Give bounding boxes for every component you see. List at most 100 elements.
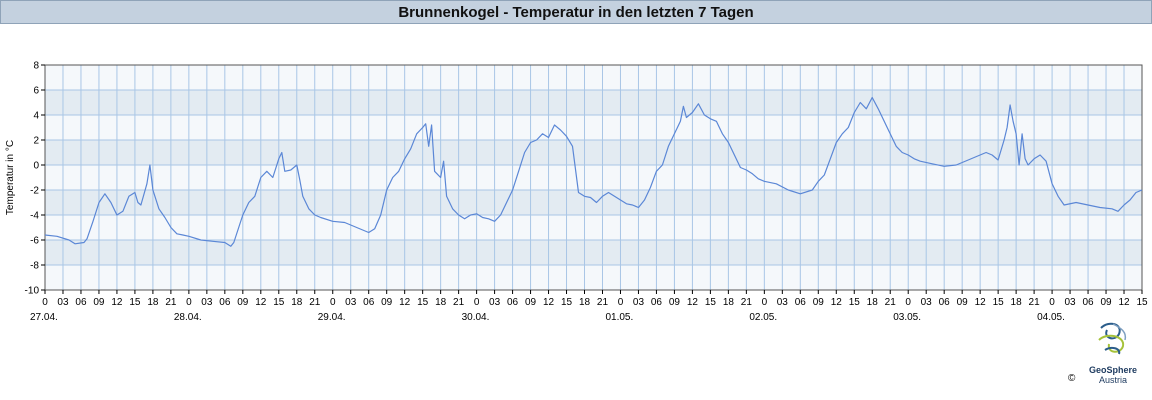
y-tick-label: -2 xyxy=(30,186,39,197)
y-tick-label: 6 xyxy=(33,86,39,97)
y-axis-label: Temperatur in °C xyxy=(5,140,16,215)
day-label: 28.04. xyxy=(174,312,202,323)
x-tick-label: 03 xyxy=(1065,297,1077,308)
x-tick-label: 12 xyxy=(255,297,267,308)
x-tick-label: 15 xyxy=(993,297,1005,308)
x-tick-label: 15 xyxy=(129,297,141,308)
x-tick-label: 12 xyxy=(399,297,411,308)
x-tick-label: 09 xyxy=(1100,297,1112,308)
x-tick-label: 09 xyxy=(93,297,105,308)
x-tick-label: 12 xyxy=(543,297,555,308)
x-tick-label: 12 xyxy=(111,297,123,308)
geosphere-logo: GeoSphere Austria xyxy=(1080,318,1146,386)
x-tick-label: 03 xyxy=(489,297,501,308)
plot-band xyxy=(45,240,1142,265)
x-tick-label: 0 xyxy=(905,297,911,308)
x-tick-label: 18 xyxy=(147,297,159,308)
x-tick-label: 03 xyxy=(57,297,69,308)
plot-band xyxy=(45,65,1142,90)
x-tick-label: 18 xyxy=(867,297,879,308)
x-tick-label: 09 xyxy=(525,297,537,308)
x-tick-label: 09 xyxy=(957,297,969,308)
x-tick-label: 21 xyxy=(165,297,177,308)
x-tick-label: 12 xyxy=(687,297,699,308)
y-tick-label: 4 xyxy=(33,111,39,122)
x-tick-label: 21 xyxy=(597,297,609,308)
x-tick-label: 06 xyxy=(507,297,519,308)
day-label: 02.05. xyxy=(749,312,777,323)
series-line-0 xyxy=(44,96,1143,247)
day-label: 04.05. xyxy=(1037,312,1065,323)
x-tick-label: 0 xyxy=(1049,297,1055,308)
x-tick-label: 15 xyxy=(273,297,285,308)
x-tick-label: 09 xyxy=(669,297,681,308)
x-tick-label: 21 xyxy=(309,297,321,308)
chart-title: Brunnenkogel - Temperatur in den letzten… xyxy=(398,3,754,21)
plot-band xyxy=(45,215,1142,240)
x-tick-label: 21 xyxy=(741,297,753,308)
plot-band xyxy=(45,190,1142,215)
plot-band xyxy=(45,265,1142,290)
x-tick-label: 18 xyxy=(723,297,735,308)
x-tick-label: 03 xyxy=(777,297,789,308)
plot-frame xyxy=(44,64,1143,291)
day-label: 29.04. xyxy=(318,312,346,323)
x-tick-label: 06 xyxy=(219,297,231,308)
chart-title-bar: Brunnenkogel - Temperatur in den letzten… xyxy=(0,0,1152,24)
x-tick-label: 06 xyxy=(75,297,87,308)
x-tick-label: 06 xyxy=(939,297,951,308)
x-tick-label: 03 xyxy=(201,297,213,308)
logo-name: GeoSphere xyxy=(1088,365,1137,375)
x-tick-label: 15 xyxy=(561,297,573,308)
x-tick-label: 21 xyxy=(885,297,897,308)
logo-sub: Austria xyxy=(1098,375,1127,385)
x-tick-label: 12 xyxy=(975,297,987,308)
x-tick-label: 06 xyxy=(651,297,663,308)
x-tick-label: 15 xyxy=(417,297,429,308)
x-tick-label: 0 xyxy=(186,297,192,308)
x-tick-label: 12 xyxy=(831,297,843,308)
x-tick-label: 06 xyxy=(795,297,807,308)
y-tick-label: 0 xyxy=(33,161,39,172)
x-tick-label: 12 xyxy=(1118,297,1130,308)
y-tick-label: -8 xyxy=(30,261,39,272)
x-tick-label: 09 xyxy=(813,297,825,308)
x-tick-label: 18 xyxy=(579,297,591,308)
x-tick-label: 0 xyxy=(762,297,768,308)
x-tick-label: 09 xyxy=(237,297,249,308)
x-tick-label: 09 xyxy=(381,297,393,308)
copyright-symbol: © xyxy=(1068,373,1076,384)
y-tick-label: -6 xyxy=(30,236,39,247)
x-tick-label: 15 xyxy=(1136,297,1148,308)
y-tick-label: 8 xyxy=(33,61,39,72)
y-tick-label: -10 xyxy=(25,286,40,297)
x-tick-label: 21 xyxy=(1029,297,1041,308)
x-tick-label: 03 xyxy=(345,297,357,308)
x-tick-label: 0 xyxy=(618,297,624,308)
plot-band xyxy=(45,165,1142,190)
plot-band xyxy=(45,115,1142,140)
day-label: 30.04. xyxy=(462,312,490,323)
x-tick-label: 0 xyxy=(42,297,48,308)
geosphere-swirl-icon xyxy=(1098,322,1127,355)
x-tick-label: 0 xyxy=(474,297,480,308)
plot-band xyxy=(45,90,1142,115)
x-tick-label: 18 xyxy=(1011,297,1023,308)
x-tick-label: 06 xyxy=(1082,297,1094,308)
x-tick-label: 0 xyxy=(330,297,336,308)
day-label: 01.05. xyxy=(605,312,633,323)
plot-band xyxy=(45,140,1142,165)
x-tick-label: 18 xyxy=(291,297,303,308)
y-tick-label: 2 xyxy=(33,136,39,147)
x-tick-label: 21 xyxy=(453,297,465,308)
y-tick-label: -4 xyxy=(30,211,39,222)
x-tick-label: 03 xyxy=(633,297,645,308)
x-tick-label: 03 xyxy=(921,297,933,308)
x-tick-label: 06 xyxy=(363,297,375,308)
day-label: 27.04. xyxy=(30,312,58,323)
x-tick-label: 15 xyxy=(849,297,861,308)
x-tick-label: 18 xyxy=(435,297,447,308)
x-tick-label: 15 xyxy=(705,297,717,308)
day-label: 03.05. xyxy=(893,312,921,323)
